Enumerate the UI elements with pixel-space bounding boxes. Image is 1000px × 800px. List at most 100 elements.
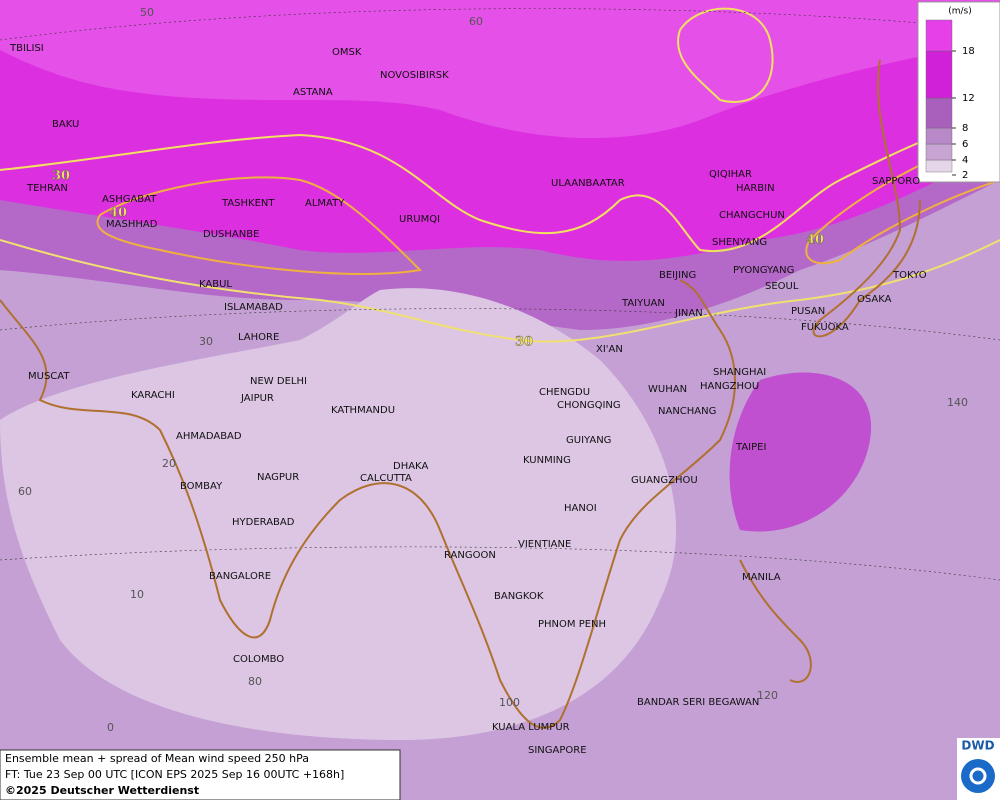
grid-label: 120 (757, 689, 778, 702)
legend-label: 6 (962, 139, 968, 150)
coastlines (0, 59, 921, 729)
city-label: CHENGDU (539, 387, 590, 398)
city-label: SAPPORO (872, 176, 920, 187)
city-label: MANILA (742, 572, 781, 583)
logo-text: DWD (961, 739, 994, 753)
city-label: DUSHANBE (203, 229, 259, 240)
contour-label: 30 (52, 169, 70, 184)
city-label: CALCUTTA (360, 473, 412, 484)
city-label: BANDAR SERI BEGAWAN (637, 697, 759, 708)
footer-box (0, 749, 401, 800)
legend-swatch (925, 143, 953, 161)
contour-40 (805, 128, 1000, 265)
city-label: HARBIN (736, 183, 775, 194)
city-label: CHONGQING (557, 400, 621, 411)
footer-line: ©2025 Deutscher Wetterdienst (5, 784, 199, 797)
city-label: RANGOON (444, 550, 496, 561)
city-label: TASHKENT (221, 198, 275, 209)
city-label: COLOMBO (233, 654, 284, 665)
grid-label: 60 (18, 485, 32, 498)
legend-unit: (m/s) (948, 7, 972, 17)
contour-30 (0, 109, 1000, 253)
city-label: BANGKOK (494, 591, 544, 602)
grid-label: 20 (162, 457, 176, 470)
city-label: HYDERABAD (232, 517, 295, 528)
city-label: SEOUL (765, 281, 799, 292)
legend-label: 18 (962, 46, 975, 57)
legend-swatch (925, 50, 953, 99)
grid-label: 0 (107, 721, 114, 734)
city-label: NEW DELHI (250, 376, 307, 387)
grid-label: 50 (140, 6, 154, 19)
logo-icon (969, 767, 987, 785)
city-label: MASHHAD (106, 219, 158, 230)
legend-label: 2 (962, 170, 968, 181)
city-label: ULAANBAATAR (551, 178, 625, 189)
city-label: ASTANA (293, 87, 333, 98)
city-label: TAIPEI (735, 442, 766, 453)
city-label: VIENTIANE (518, 539, 571, 550)
grid-label: 30 (199, 335, 213, 348)
city-label: OSAKA (857, 294, 892, 305)
city-label: AHMADABAD (176, 431, 242, 442)
city-label: ASHGABAT (102, 194, 157, 205)
city-label: MUSCAT (28, 371, 70, 382)
graticule (0, 8, 1000, 581)
contour-30 (677, 7, 774, 103)
contour-label: 40 (806, 233, 824, 248)
city-label: KUALA LUMPUR (492, 722, 570, 733)
grid-label: 140 (947, 396, 968, 409)
city-label: TBILISI (9, 43, 44, 54)
city-label: BOMBAY (180, 481, 223, 492)
city-label: CHANGCHUN (719, 210, 785, 221)
city-label: SHENYANG (712, 237, 767, 248)
city-label: FUKUOKA (801, 322, 849, 333)
legend-swatch (925, 127, 953, 145)
city-label: KABUL (199, 279, 232, 290)
city-label: NAGPUR (257, 472, 299, 483)
city-label: BEIJING (659, 270, 696, 281)
grid-label: 10 (130, 588, 144, 601)
city-label: DHAKA (393, 461, 428, 472)
contour-label: 30 (515, 335, 533, 350)
city-label: TAIYUAN (621, 298, 665, 309)
footer-line: Ensemble mean + spread of Mean wind spee… (5, 752, 309, 765)
city-label: GUANGZHOU (631, 475, 698, 486)
city-label: BAKU (52, 119, 79, 130)
contour-label: 40 (109, 206, 127, 221)
legend-label: 8 (962, 123, 968, 134)
legend-swatch (925, 159, 953, 173)
city-label: LAHORE (238, 332, 279, 343)
city-label: KUNMING (523, 455, 571, 466)
city-label: SHANGHAI (713, 367, 766, 378)
city-label: TOKYO (892, 270, 927, 281)
logo-icon (961, 759, 995, 793)
legend-label: 12 (962, 93, 975, 104)
city-label: KATHMANDU (331, 405, 395, 416)
city-label: JAIPUR (240, 393, 274, 404)
legend-label: 4 (962, 155, 968, 166)
city-label: NOVOSIBIRSK (380, 70, 449, 81)
city-label: XI'AN (596, 344, 623, 355)
city-label: BANGALORE (209, 571, 271, 582)
legend-swatch (925, 97, 953, 129)
city-label: QIQIHAR (709, 169, 752, 180)
city-label: JINAN (674, 308, 703, 319)
city-label: OMSK (332, 47, 362, 58)
city-label: WUHAN (648, 384, 687, 395)
city-label: PHNOM PENH (538, 619, 606, 630)
city-label: PYONGYANG (733, 265, 794, 276)
city-label: PUSAN (791, 306, 825, 317)
grid-label: 80 (248, 675, 262, 688)
city-label: ISLAMABAD (224, 302, 283, 313)
city-label: TEHRAN (26, 183, 68, 194)
city-label: SINGAPORE (528, 745, 587, 756)
calm-area (0, 288, 677, 740)
grid-label: 60 (469, 15, 483, 28)
city-label: NANCHANG (658, 406, 716, 417)
jet-streak (729, 372, 872, 532)
city-label: GUIYANG (566, 435, 611, 446)
footer-line: FT: Tue 23 Sep 00 UTC [ICON EPS 2025 Sep… (5, 768, 344, 781)
city-label: HANGZHOU (700, 381, 759, 392)
